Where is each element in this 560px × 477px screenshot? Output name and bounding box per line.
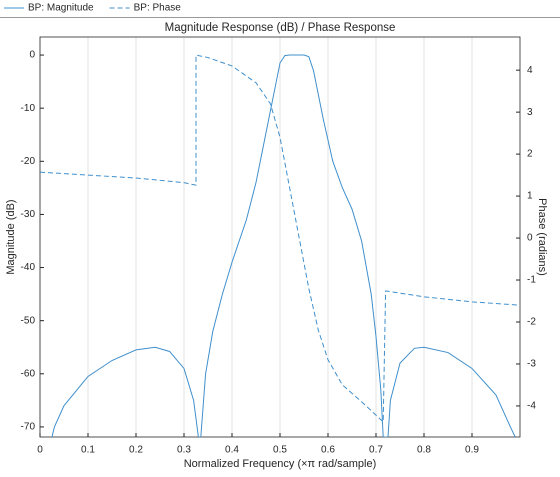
- x-tick-label: 0: [37, 445, 43, 456]
- y-tick-label: 0: [29, 50, 35, 61]
- x-tick-label: 0.9: [465, 445, 479, 456]
- x-tick-label: 0.2: [129, 445, 143, 456]
- y-tick-label: -70: [21, 422, 36, 433]
- x-tick-label: 0.4: [225, 445, 239, 456]
- y2-tick-label: 0: [527, 233, 533, 244]
- plot-lines: [40, 54, 520, 437]
- y2-tick-label: -2: [527, 317, 536, 328]
- y2-tick-label: -4: [527, 401, 536, 412]
- y-tick-label: -30: [21, 209, 36, 220]
- series-line: [51, 54, 516, 437]
- y-tick-label: -10: [21, 103, 36, 114]
- y2-tick-label: 3: [527, 107, 533, 118]
- y-tick-label: -60: [21, 368, 36, 379]
- y2-tick-label: 1: [527, 191, 533, 202]
- plot-frame: [39, 36, 521, 438]
- x-tick-label: 0.8: [417, 445, 431, 456]
- x-tick-label: 0.5: [273, 445, 287, 456]
- y2-axis-label: Phase (radians): [536, 198, 548, 276]
- x-tick-label: 0.7: [369, 445, 383, 456]
- legend-label: BP: Magnitude: [28, 3, 94, 14]
- x-tick-label: 0.3: [177, 445, 191, 456]
- x-tick-label: 0.6: [321, 445, 335, 456]
- y2-tick-label: -1: [527, 275, 536, 286]
- y2-tick-label: 2: [527, 149, 533, 160]
- x-axis-label: Normalized Frequency (×π rad/sample): [184, 458, 377, 470]
- y-tick-label: -20: [21, 156, 36, 167]
- chart-title: Magnitude Response (dB) / Phase Response: [165, 22, 396, 34]
- y-tick-label: -40: [21, 262, 36, 273]
- y-axis-label: Magnitude (dB): [5, 199, 17, 274]
- x-tick-label: 0.1: [81, 445, 95, 456]
- series-line: [40, 54, 520, 424]
- y2-tick-label: -3: [527, 359, 536, 370]
- legend-label: BP: Phase: [134, 3, 182, 14]
- y-tick-label: -50: [21, 315, 36, 326]
- y2-tick-label: 4: [527, 65, 533, 76]
